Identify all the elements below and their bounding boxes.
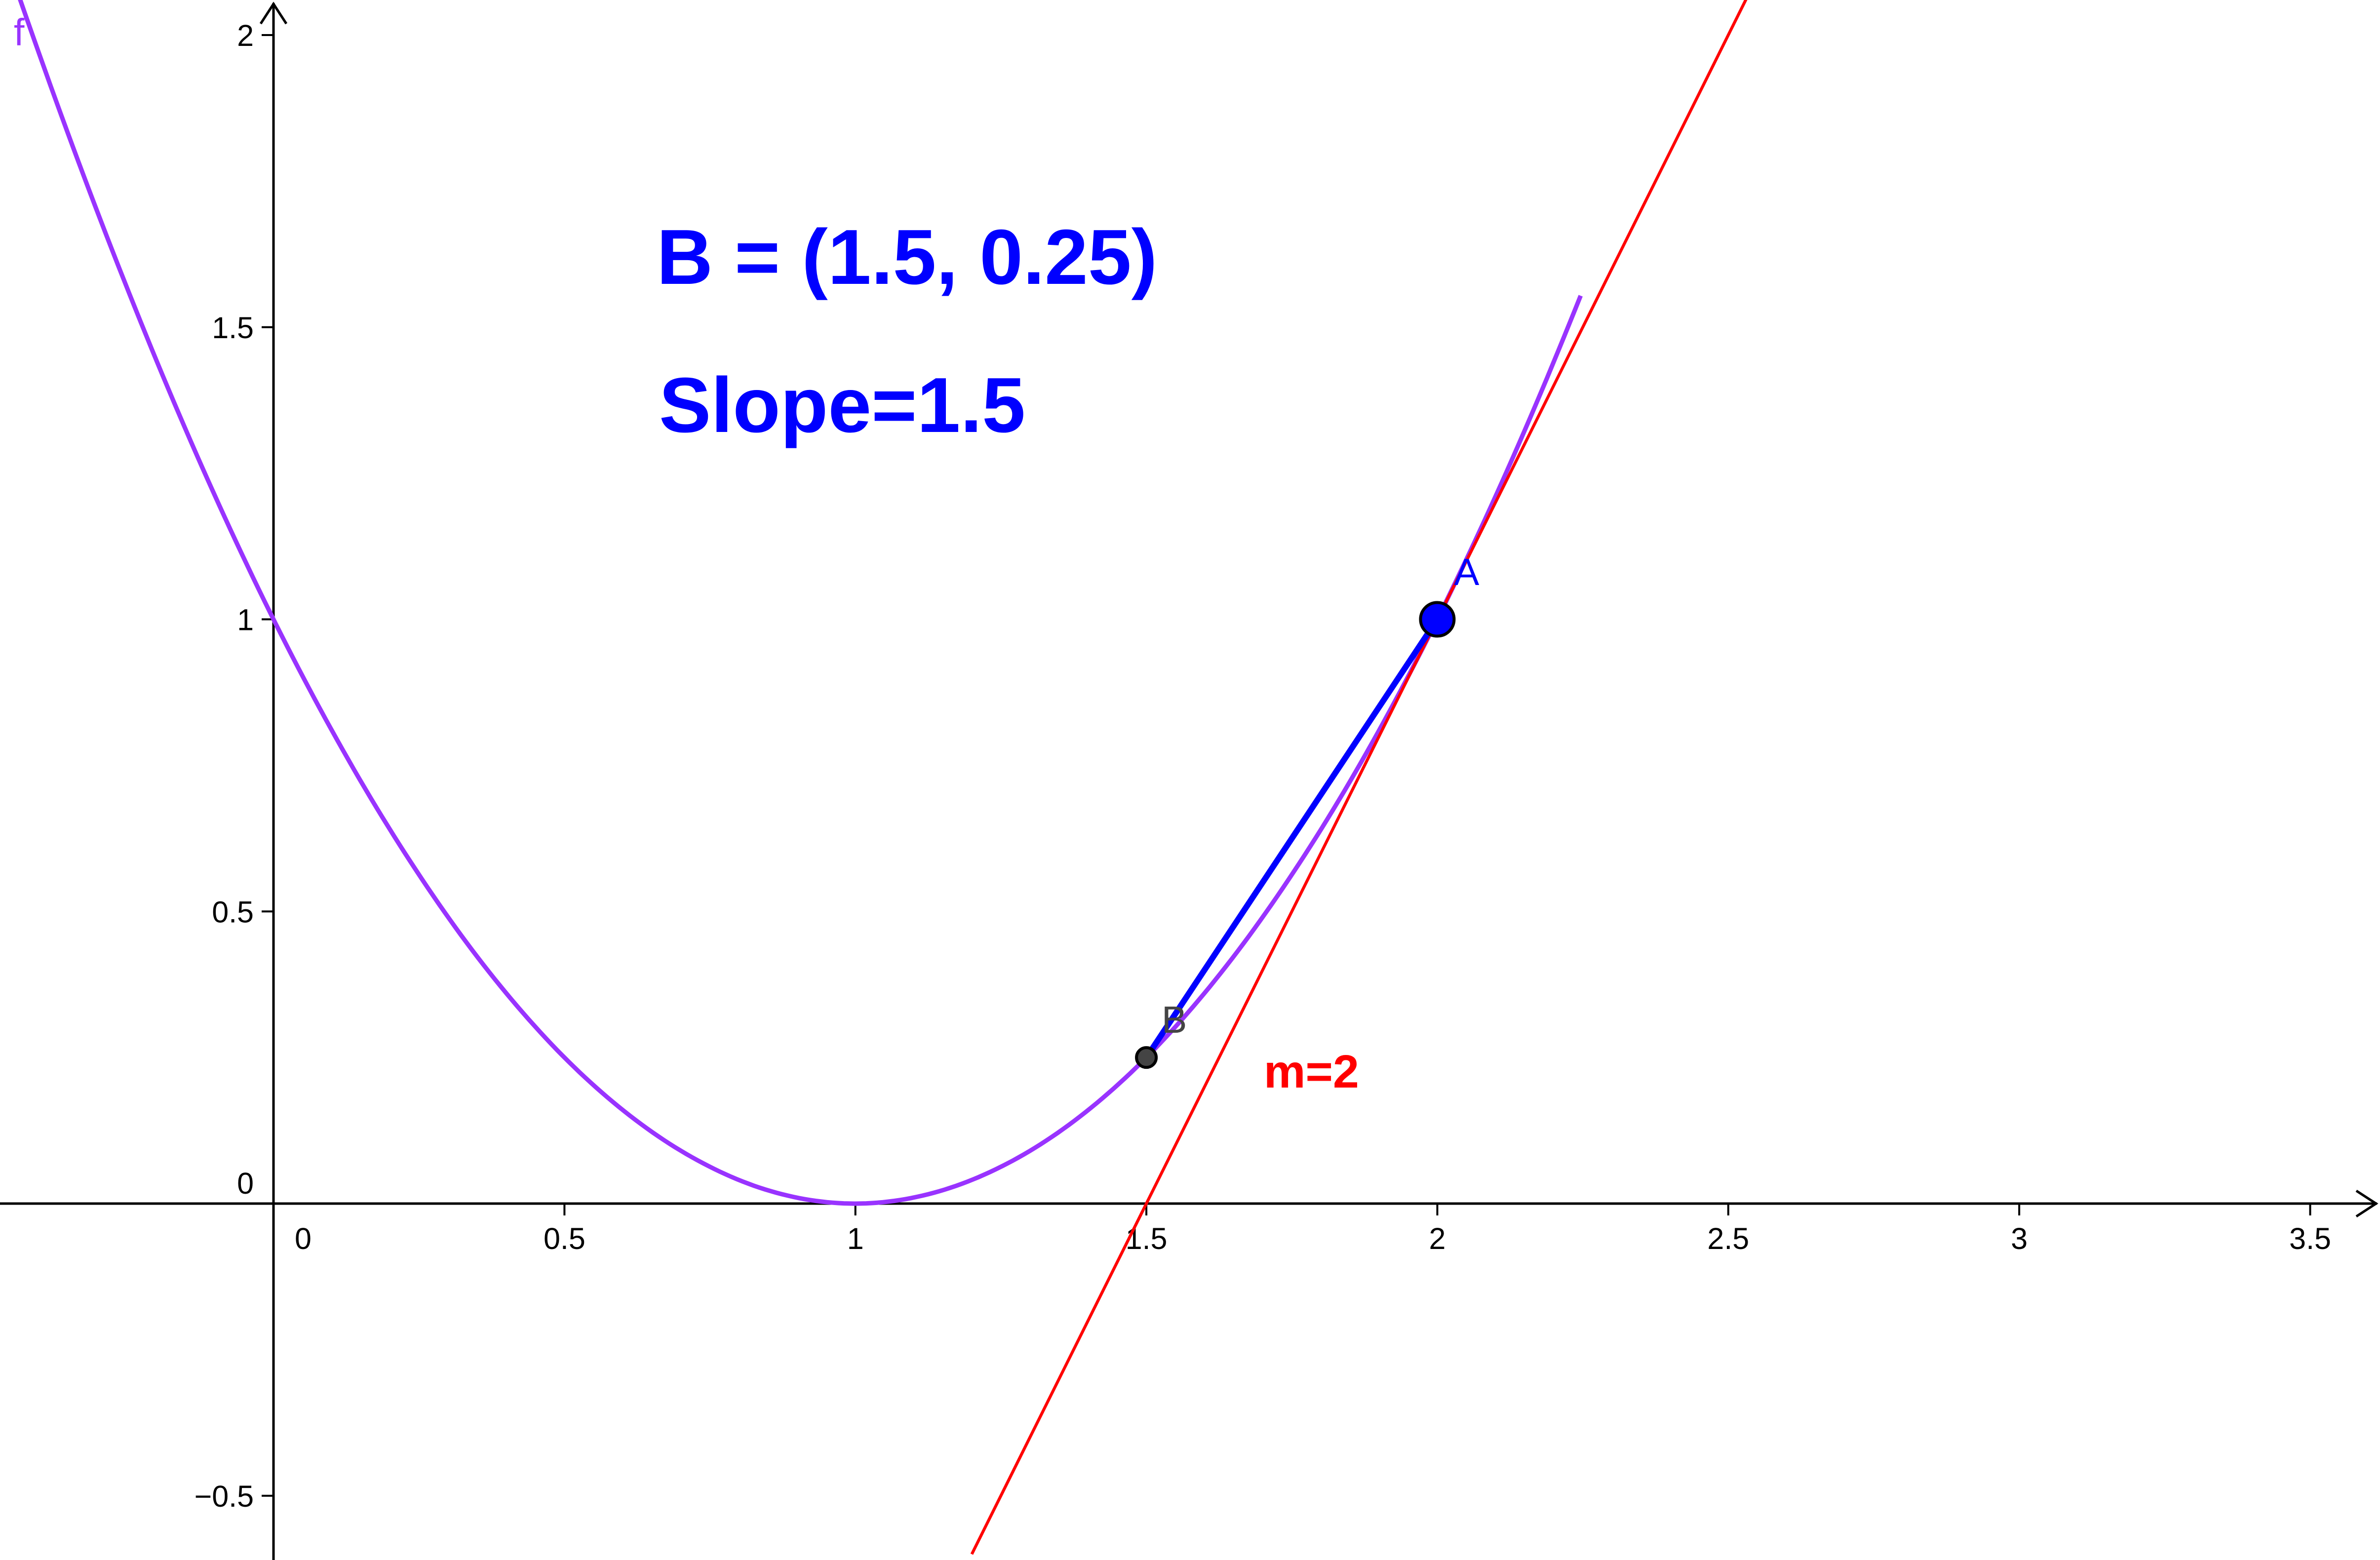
point-a-label: A — [1454, 551, 1480, 593]
x-tick-label: 1.5 — [1126, 1222, 1168, 1255]
x-tick-label: 0.5 — [544, 1222, 585, 1255]
tangent-slope-label: m=2 — [1264, 1046, 1359, 1098]
x-axis-arrow — [2355, 1189, 2379, 1218]
tick-marks: 0 0.5 1 1.5 2 2.5 3 3.5 −0.5 0 0.5 1 1.5 2 — [195, 19, 2331, 1513]
y-tick-label: 1.5 — [212, 311, 254, 345]
point-a — [1419, 601, 1456, 638]
point-b-label: B — [1162, 999, 1187, 1041]
points-group — [1135, 601, 1456, 1069]
x-tick-label: 1 — [847, 1222, 864, 1255]
slope-text: Slope=1.5 — [659, 362, 1025, 449]
point-b — [1135, 1046, 1158, 1069]
x-tick-label: 2 — [1429, 1222, 1445, 1255]
curve-label: f — [14, 11, 25, 54]
secant-segment — [1144, 618, 1440, 1059]
y-tick-label: 1 — [237, 603, 254, 637]
x-tick-label: 3 — [2011, 1222, 2028, 1255]
series-group — [18, 0, 1748, 1555]
tangent-line — [970, 0, 1748, 1555]
x-tick-label: 3.5 — [2289, 1222, 2331, 1255]
b-coordinates-text: B = (1.5, 0.25) — [657, 214, 1157, 301]
y-tick-label: −0.5 — [195, 1480, 254, 1513]
x-tick-label: 0 — [295, 1222, 312, 1255]
curve-f — [18, 0, 1583, 1206]
y-tick-label: 0.5 — [212, 895, 254, 929]
x-tick-label: 2.5 — [1707, 1222, 1749, 1255]
y-tick-label: 2 — [237, 19, 254, 52]
y-axis-arrow — [259, 1, 288, 25]
y-tick-label: 0 — [237, 1167, 254, 1200]
